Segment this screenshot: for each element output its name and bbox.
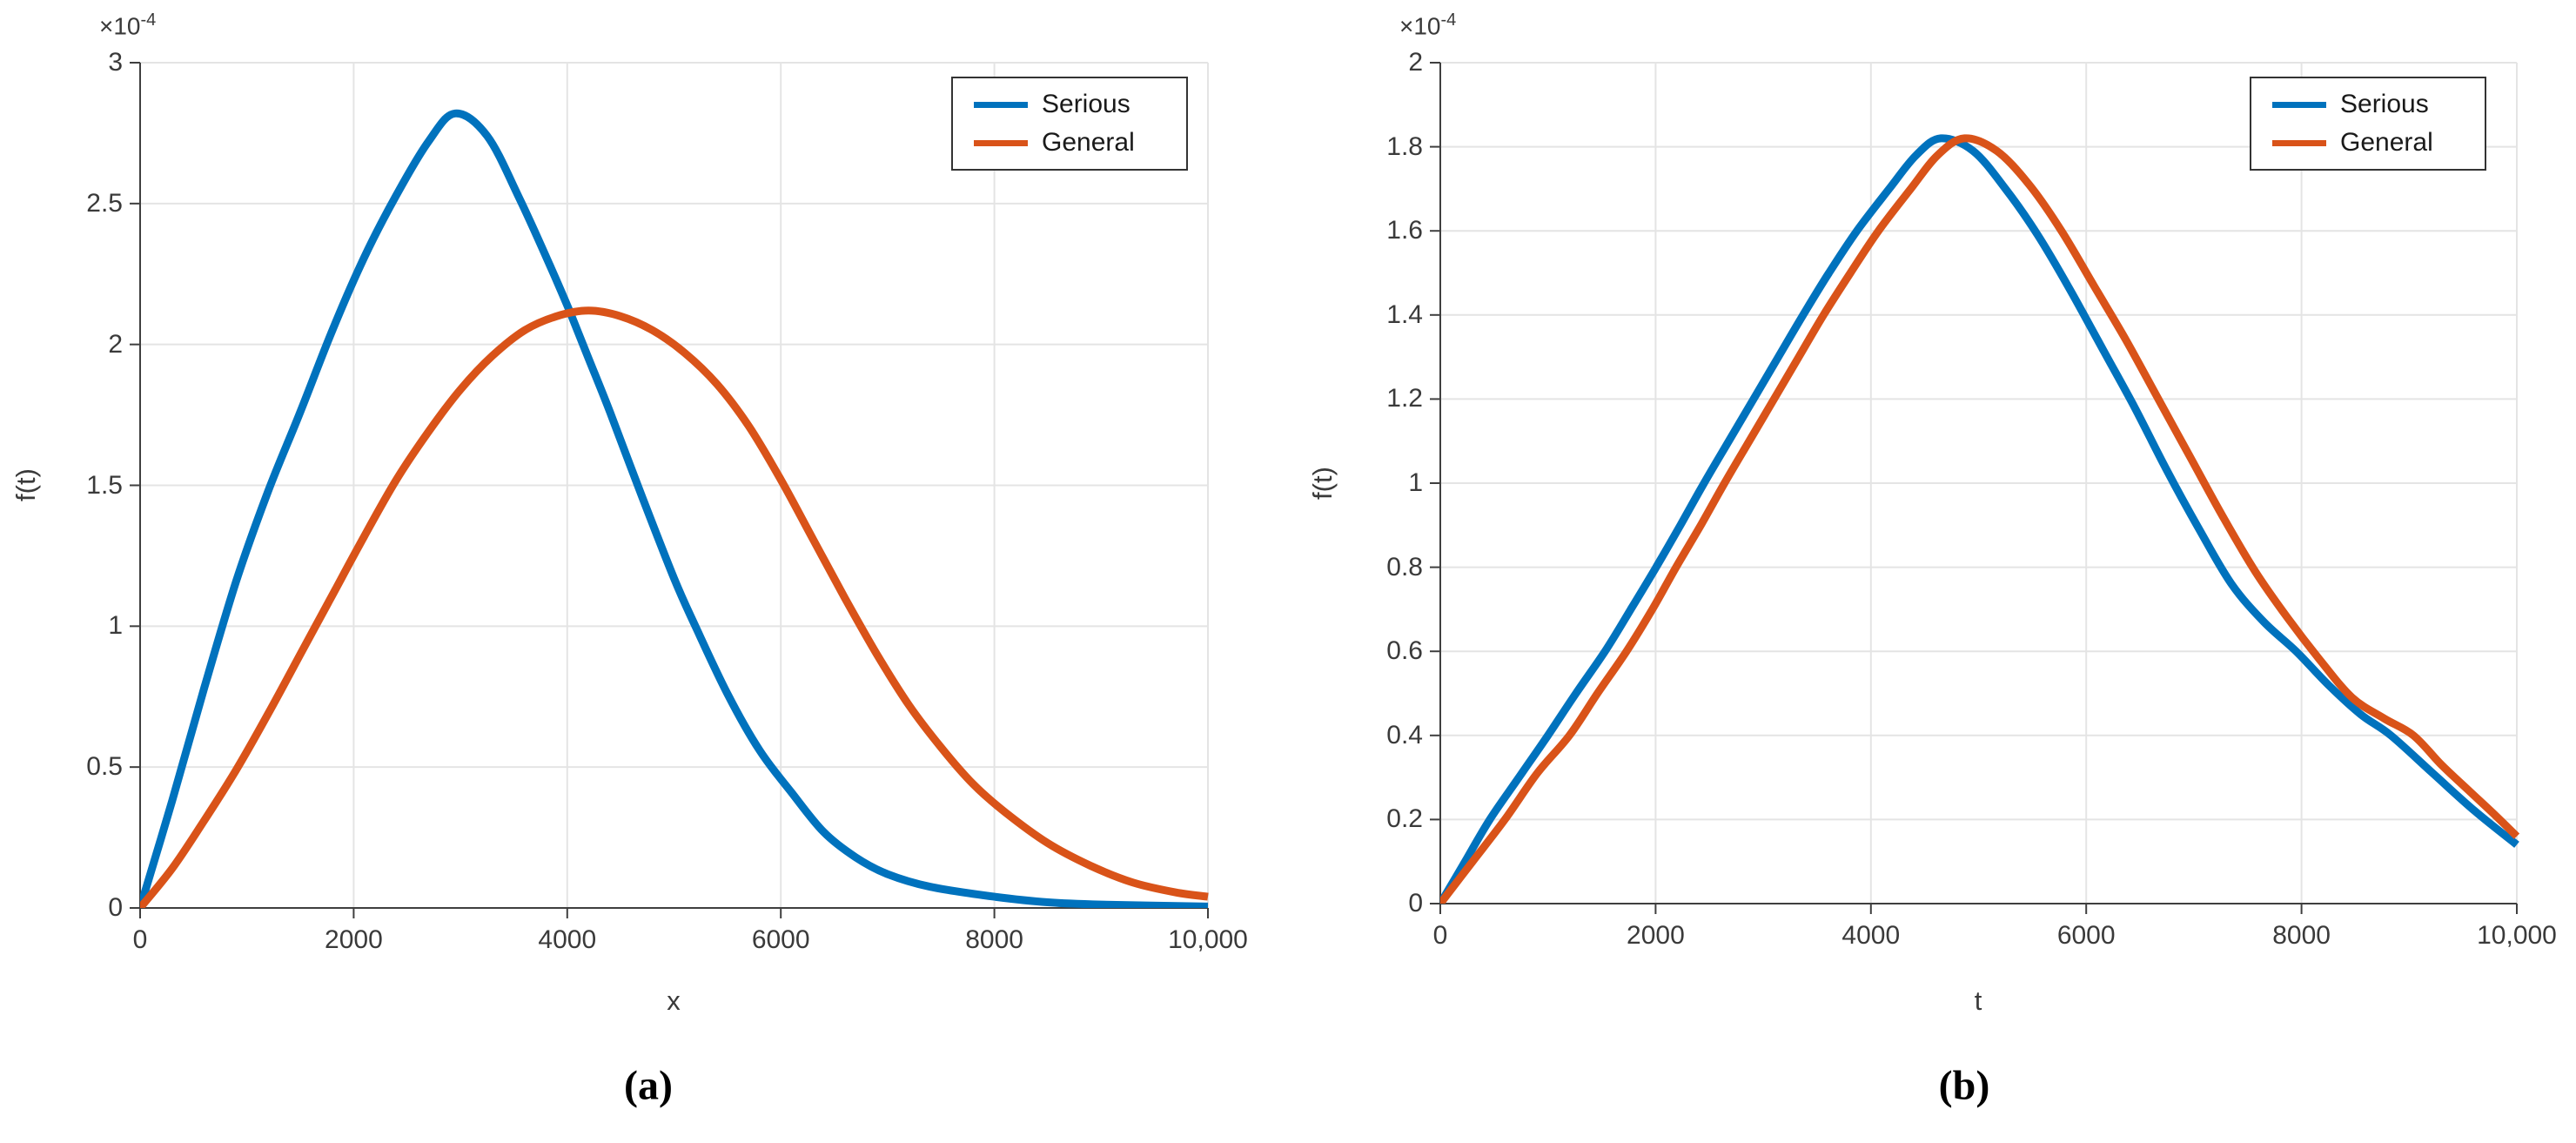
legend-line-serious (974, 101, 1028, 108)
y-axis-exponent-a: ×10-4 (99, 10, 157, 40)
x-tick-label: 8000 (965, 925, 1023, 954)
y-tick-label: 0.4 (1386, 720, 1423, 750)
x-tick-label: 6000 (2056, 921, 2116, 950)
x-tick-label: 10,000 (1168, 925, 1248, 954)
y-tick-label: 1.8 (1386, 131, 1423, 161)
axes (1430, 62, 2518, 914)
x-tick-label: 6000 (751, 925, 810, 954)
y-tick-label: 0.2 (1386, 804, 1423, 834)
caption-b: (b) (1938, 1062, 1990, 1109)
series-curves (1440, 134, 2520, 904)
caption-a: (a) (624, 1062, 673, 1109)
y-tick-label: 0.5 (86, 752, 123, 782)
series-curves (140, 109, 1209, 908)
gridlines (1440, 62, 2518, 904)
curve-general (140, 306, 1209, 908)
y-axis-title-b: f(t) (1307, 467, 1338, 500)
y-axis-exponent-b: ×10-4 (1399, 10, 1457, 40)
x-tick-label: 4000 (538, 925, 597, 954)
x-axis-title-a: x (667, 985, 681, 1016)
y-tick-label: 1.6 (1386, 216, 1423, 245)
y-tick-label: 0 (1408, 889, 1423, 918)
y-tick-label: 2 (1408, 48, 1423, 77)
legend-entry-serious: Serious (974, 85, 1167, 124)
x-tick-label: 8000 (2272, 921, 2331, 950)
y-tick-label: 1.2 (1386, 384, 1423, 413)
gridlines (140, 62, 1209, 908)
legend-label-serious: Serious (1042, 90, 1130, 118)
x-tick-label: 2000 (1627, 921, 1685, 950)
curve-general (1440, 134, 2520, 904)
x-axis-title-b: t (1974, 985, 1982, 1016)
legend-label-serious: Serious (2340, 90, 2429, 118)
x-tick-label: 0 (132, 925, 148, 954)
subplot-b: 0 2000 4000 6000 8000 10,000 0 0.2 0.4 0.6 0.8 1 1.2… (1288, 0, 2576, 1143)
y-tick-label: 2.5 (86, 188, 123, 218)
y-tick-label: 0.6 (1386, 636, 1423, 666)
y-tick-label: 3 (108, 48, 123, 77)
y-tick-label: 1 (108, 611, 123, 641)
y-axis-title-a: f(t) (10, 468, 41, 501)
axes (130, 62, 1209, 918)
subplot-a: 0 2000 4000 6000 8000 10,000 0 0.5 1 1.5 2 2.5 3 ×10… (10, 10, 1248, 1109)
legend-entry-serious: Serious (2272, 85, 2465, 124)
y-tick-label: 1.4 (1386, 299, 1423, 329)
legend-label-general: General (1042, 128, 1135, 157)
curve-serious (140, 109, 1209, 908)
legend-entry-general: General (974, 124, 1167, 162)
legend-line-general (974, 139, 1028, 146)
y-tick-label: 2 (108, 329, 123, 359)
plot-area-a (130, 62, 1209, 918)
legend-b: Serious General (2250, 77, 2486, 171)
legend-line-general (2272, 139, 2326, 146)
x-tick-label: 10,000 (2477, 921, 2557, 950)
legend-label-general: General (2340, 128, 2433, 157)
x-tick-label: 4000 (1841, 921, 1901, 950)
x-tick-label: 0 (1432, 921, 1448, 950)
y-tick-label: 0 (108, 893, 123, 922)
legend-line-serious (2272, 101, 2326, 108)
curve-serious (1440, 134, 2519, 904)
legend-entry-general: General (2272, 124, 2465, 162)
y-tick-label: 1 (1408, 468, 1423, 497)
y-tick-label: 1.5 (86, 470, 123, 500)
x-tick-label: 2000 (325, 925, 383, 954)
legend-a: Serious General (951, 77, 1188, 171)
y-tick-label: 0.8 (1386, 552, 1423, 582)
plot-area-b (1430, 62, 2520, 914)
